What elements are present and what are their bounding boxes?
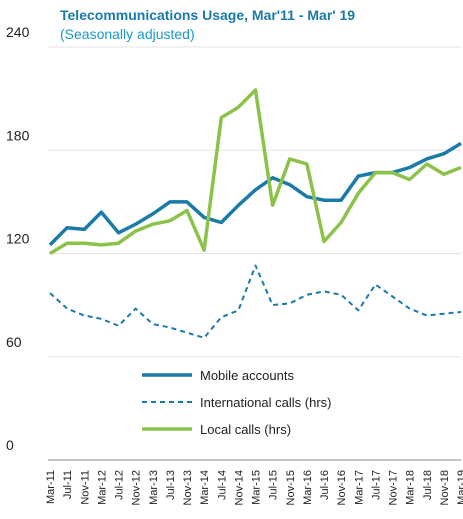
x-tick-label: Nov-18 — [439, 470, 451, 505]
y-tick-label: 240 — [6, 24, 30, 40]
x-tick-label: Jul-18 — [422, 470, 434, 500]
legend-label: International calls (hrs) — [200, 395, 332, 410]
series-line — [49, 88, 462, 255]
x-tick-label: Jul-15 — [268, 470, 280, 500]
y-tick-label: 60 — [6, 334, 22, 350]
chart-title: Telecommunications Usage, Mar'11 - Mar' … — [60, 7, 355, 23]
x-tick-label: Nov-11 — [79, 470, 91, 505]
x-tick-label: Mar-13 — [148, 470, 160, 505]
x-tick-label: Jul-13 — [165, 470, 177, 500]
x-tick-label: Mar-19 — [456, 470, 463, 505]
x-tick-label: Nov-17 — [388, 470, 400, 505]
series-line — [48, 141, 462, 247]
x-tick-label: Jul-17 — [370, 470, 382, 500]
x-tick-label: Jul-12 — [114, 470, 126, 500]
y-tick-label: 120 — [6, 231, 30, 247]
legend-label: Mobile accounts — [200, 368, 294, 383]
x-tick-label: Mar-16 — [302, 470, 314, 505]
x-tick-label: Nov-15 — [285, 470, 297, 505]
x-tick-label: Nov-12 — [131, 470, 143, 505]
x-tick-label: Mar-12 — [96, 470, 108, 505]
y-tick-label: 180 — [6, 127, 30, 143]
x-tick-label: Nov-14 — [233, 470, 245, 505]
chart-subtitle: (Seasonally adjusted) — [60, 26, 195, 42]
x-tick-label: Nov-13 — [182, 470, 194, 505]
y-tick-label: 0 — [6, 437, 14, 453]
x-tick-label: Mar-18 — [405, 470, 417, 505]
x-tick-label: Jul-14 — [216, 470, 228, 500]
x-tick-label: Mar-17 — [353, 470, 365, 505]
x-tick-label: Mar-11 — [45, 470, 57, 504]
x-tick-label: Nov-16 — [336, 470, 348, 505]
series-line — [49, 264, 462, 339]
x-tick-label: Jul-16 — [319, 470, 331, 500]
x-tick-label: Mar-14 — [199, 470, 211, 505]
legend-label: Local calls (hrs) — [200, 422, 291, 437]
x-tick-label: Mar-15 — [251, 470, 263, 505]
x-tick-label: Jul-11 — [62, 470, 74, 499]
